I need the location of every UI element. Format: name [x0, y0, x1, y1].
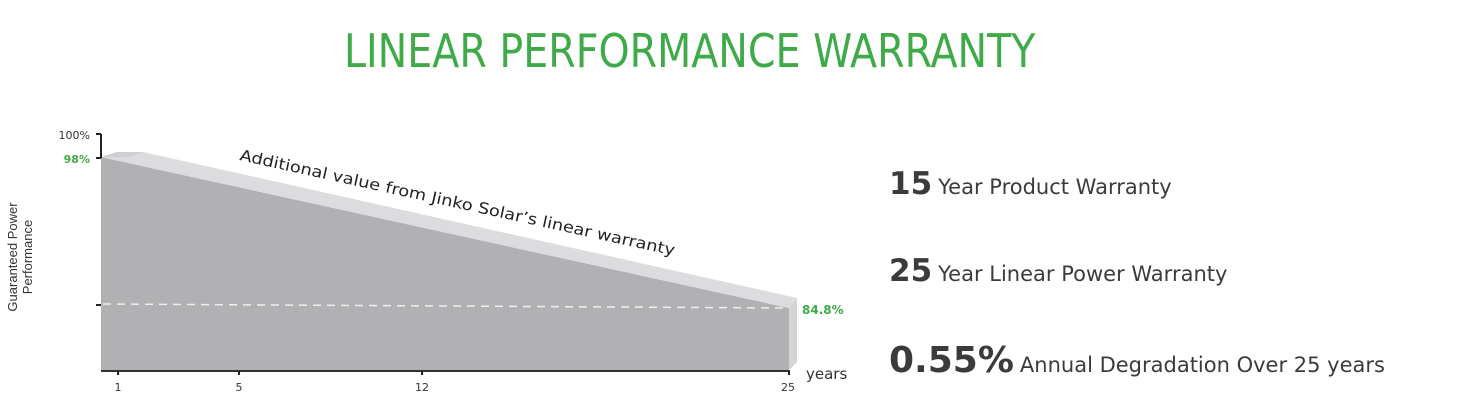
page-title: LINEAR PERFORMANCE WARRANTY — [343, 24, 1036, 78]
y-tick-100: 100% — [59, 129, 90, 142]
stat-text: Annual Degradation Over 25 years — [1019, 353, 1385, 377]
additional-value-band — [101, 152, 797, 308]
reference-line — [102, 303, 788, 309]
warranty-chart: 100% 98% 84.8% years 1 5 12 25 Additiona… — [59, 129, 848, 394]
x-tick-5: 5 — [236, 381, 243, 394]
y-tick-98: 98% — [64, 153, 90, 166]
x-tick-25: 25 — [781, 381, 795, 394]
end-value-label: 84.8% — [802, 303, 844, 317]
stat-text: Year Product Warranty — [938, 175, 1172, 199]
x-tick-1: 1 — [115, 381, 122, 394]
stat-text: Year Linear Power Warranty — [938, 262, 1228, 286]
stat-linear-warranty: 25 Year Linear Power Warranty — [889, 253, 1227, 289]
x-tick-12: 12 — [415, 381, 429, 394]
right-face — [789, 298, 797, 370]
x-unit-label: years — [806, 365, 847, 383]
stat-product-warranty: 15 Year Product Warranty — [889, 166, 1172, 202]
stat-number: 0.55% — [889, 340, 1014, 381]
stat-annual-degradation: 0.55% Annual Degradation Over 25 years — [889, 340, 1385, 381]
guaranteed-area — [101, 157, 789, 370]
stat-number: 25 — [889, 253, 933, 289]
stat-number: 15 — [889, 166, 933, 202]
